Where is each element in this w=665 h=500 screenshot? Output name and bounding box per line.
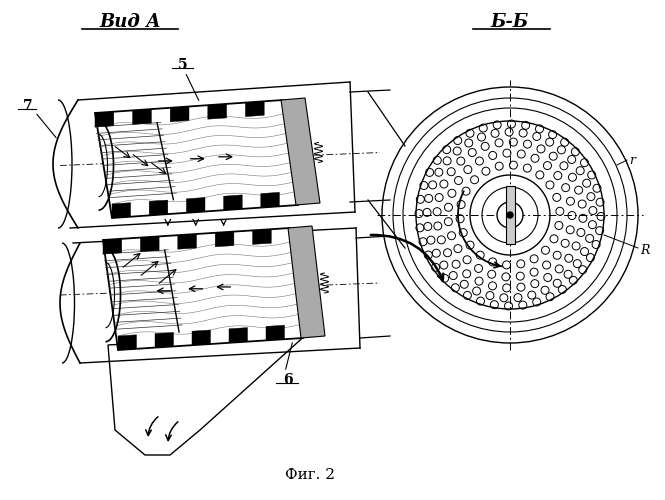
Text: Вид А: Вид А (99, 13, 161, 31)
Polygon shape (245, 102, 264, 116)
Text: r: r (629, 154, 635, 166)
Circle shape (507, 212, 513, 218)
Polygon shape (229, 328, 247, 343)
Polygon shape (170, 106, 189, 122)
Text: 7: 7 (23, 99, 33, 113)
Text: Фиг. 2: Фиг. 2 (285, 468, 335, 482)
Polygon shape (103, 239, 122, 254)
Text: 5: 5 (178, 58, 188, 72)
Polygon shape (192, 330, 211, 345)
Polygon shape (266, 325, 285, 340)
Polygon shape (140, 236, 159, 252)
Text: 6: 6 (283, 373, 293, 387)
Polygon shape (118, 335, 136, 350)
Polygon shape (288, 226, 325, 338)
Polygon shape (132, 109, 152, 124)
Polygon shape (261, 192, 279, 208)
Polygon shape (155, 332, 174, 347)
Polygon shape (95, 100, 298, 218)
Polygon shape (95, 112, 114, 127)
Polygon shape (149, 200, 168, 216)
Polygon shape (215, 232, 234, 247)
Bar (505, 186, 515, 244)
Polygon shape (103, 228, 303, 350)
Text: Б-Б: Б-Б (491, 13, 529, 31)
Circle shape (497, 202, 523, 228)
Polygon shape (223, 195, 242, 210)
Polygon shape (253, 229, 271, 244)
Polygon shape (207, 104, 227, 119)
Text: R: R (640, 244, 650, 256)
Polygon shape (186, 198, 205, 213)
Polygon shape (178, 234, 196, 249)
Polygon shape (112, 202, 130, 218)
Polygon shape (281, 98, 320, 205)
